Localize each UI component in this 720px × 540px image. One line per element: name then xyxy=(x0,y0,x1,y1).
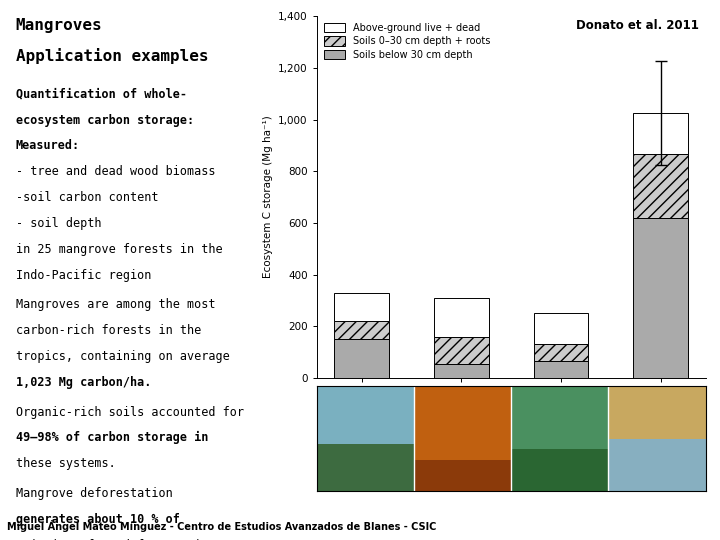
Y-axis label: Ecosystem C storage (Mg ha⁻¹): Ecosystem C storage (Mg ha⁻¹) xyxy=(263,116,273,279)
Bar xyxy=(414,460,511,491)
Text: Application examples: Application examples xyxy=(16,48,208,64)
Bar xyxy=(534,345,588,361)
Legend: Above-ground live + dead, Soils 0–30 cm depth + roots, Soils below 30 cm depth: Above-ground live + dead, Soils 0–30 cm … xyxy=(322,21,492,62)
Text: carbon-rich forests in the: carbon-rich forests in the xyxy=(16,324,201,337)
Bar xyxy=(608,386,706,438)
Text: tropics, containing on average: tropics, containing on average xyxy=(16,350,230,363)
Text: Miguel Ángel Mateo Mínguez - Centro de Estudios Avanzados de Blanes - CSIC: Miguel Ángel Mateo Mínguez - Centro de E… xyxy=(7,520,436,532)
Bar xyxy=(317,386,414,444)
Text: -soil carbon content: -soil carbon content xyxy=(16,191,158,204)
Bar xyxy=(534,361,588,378)
Text: 1,023 Mg carbon/ha.: 1,023 Mg carbon/ha. xyxy=(16,376,151,389)
Bar xyxy=(511,449,608,491)
Text: 49–98% of carbon storage in: 49–98% of carbon storage in xyxy=(16,431,208,444)
Bar xyxy=(633,154,688,218)
Bar xyxy=(335,321,390,339)
Bar xyxy=(317,444,414,491)
Text: Quantification of whole-: Quantification of whole- xyxy=(16,88,187,101)
Bar xyxy=(335,339,390,378)
Text: Measured:: Measured: xyxy=(16,139,80,152)
Text: Organic-rich soils accounted for: Organic-rich soils accounted for xyxy=(16,406,244,419)
Text: these systems.: these systems. xyxy=(16,457,116,470)
Text: Mangroves: Mangroves xyxy=(16,18,102,33)
Bar xyxy=(633,218,688,378)
Text: emissions from deforestation: emissions from deforestation xyxy=(16,538,215,540)
Text: - soil depth: - soil depth xyxy=(16,217,102,230)
Text: Mangrove deforestation: Mangrove deforestation xyxy=(16,487,173,500)
Text: Donato et al. 2011: Donato et al. 2011 xyxy=(575,19,698,32)
Bar xyxy=(633,113,688,154)
Bar xyxy=(534,313,588,345)
Text: generates about 10 % of: generates about 10 % of xyxy=(16,513,180,526)
Bar xyxy=(434,364,489,378)
Bar xyxy=(414,386,511,460)
Text: ecosystem carbon storage:: ecosystem carbon storage: xyxy=(16,113,194,127)
Bar xyxy=(608,438,706,491)
Text: - tree and dead wood biomass: - tree and dead wood biomass xyxy=(16,165,215,178)
Bar xyxy=(434,336,489,364)
Bar xyxy=(335,293,390,321)
Text: Indo-Pacific region: Indo-Pacific region xyxy=(16,268,151,282)
Text: in 25 mangrove forests in the: in 25 mangrove forests in the xyxy=(16,243,222,256)
Bar xyxy=(434,298,489,336)
Text: Mangroves are among the most: Mangroves are among the most xyxy=(16,298,215,312)
Bar xyxy=(511,386,608,449)
